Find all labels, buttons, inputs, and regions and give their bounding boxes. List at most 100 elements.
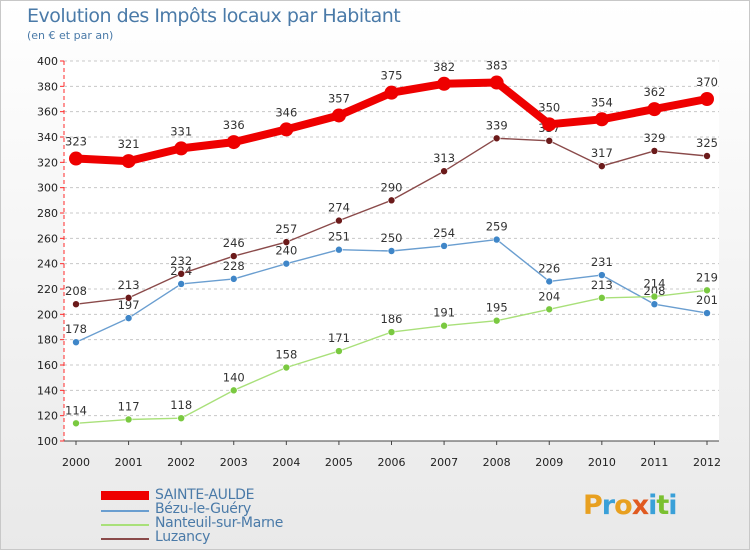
data-label: 259 [486,220,508,234]
data-label: 336 [223,118,245,132]
x-tick-label: 2004 [272,456,300,469]
data-label: 325 [696,136,718,150]
logo-letter: x [631,490,649,521]
y-tick-label: 100 [37,435,58,448]
y-tick-label: 180 [37,334,58,347]
data-point [124,415,133,424]
data-point [598,162,606,170]
data-label: 339 [486,118,508,132]
data-label: 213 [118,278,140,292]
data-point [703,152,711,160]
x-tick-label: 2000 [62,456,90,469]
proxiti-logo: Proxiti [583,490,678,521]
legend-label: Bézu-le-Guéry [155,501,252,517]
logo-letter: i [668,490,677,521]
data-label: 251 [328,230,350,244]
data-point [598,271,606,279]
data-point [440,242,448,250]
y-tick-label: 140 [37,384,58,397]
y-tick-label: 200 [37,308,58,321]
data-label: 140 [223,370,245,384]
data-point [124,314,133,322]
data-label: 197 [118,298,140,312]
data-label: 204 [538,289,560,303]
data-label: 274 [328,201,350,215]
data-label: 382 [433,60,455,74]
data-point [387,328,396,336]
data-label: 354 [591,95,613,109]
data-label: 323 [65,135,87,149]
data-point [650,147,659,155]
data-label: 370 [696,75,718,89]
data-point [492,316,501,325]
y-tick-label: 400 [37,55,58,68]
legend-label: Nanteuil-sur-Marne [155,515,284,531]
data-label: 383 [486,59,508,73]
data-point [542,117,557,132]
data-point [69,151,83,166]
data-label: 171 [328,331,350,345]
data-label: 331 [170,124,192,138]
data-label: 186 [381,312,403,326]
data-point [72,338,80,347]
data-label: 158 [275,348,297,362]
data-point [703,309,711,317]
data-point [226,135,241,150]
y-tick-label: 380 [37,80,58,93]
data-point [177,414,185,423]
y-tick-label: 360 [37,106,58,119]
data-label: 228 [223,259,245,273]
data-point [177,269,185,278]
data-point [229,386,238,395]
data-label: 257 [275,222,297,236]
data-point [177,280,185,288]
logo-letter: r [601,490,615,521]
data-point [279,122,294,137]
data-point [121,154,136,169]
data-point [72,300,80,309]
data-point [440,321,448,330]
data-point [387,247,396,255]
y-tick-label: 280 [37,207,58,220]
data-point [545,305,554,314]
data-point [647,102,662,117]
data-point [282,259,291,268]
data-point [72,419,80,428]
data-label: 375 [381,69,403,83]
data-point [282,238,291,246]
y-tick-label: 240 [37,258,58,271]
y-tick-label: 120 [37,410,58,423]
data-point [335,245,343,254]
logo-letter: i [648,490,657,521]
data-label: 118 [170,398,192,412]
legend-label: SAINTE-AULDE [155,487,255,503]
chart-subtitle: (en € et par an) [27,29,114,42]
data-point [545,137,554,145]
data-point [174,141,189,156]
data-label: 232 [170,254,192,268]
data-label: 195 [486,301,508,315]
data-point [598,294,606,302]
logo-letter: P [583,490,603,521]
data-point [700,92,714,106]
y-tick-label: 260 [37,232,58,245]
legend-swatch [101,510,149,512]
data-label: 313 [433,151,455,165]
x-tick-label: 2010 [588,456,616,469]
data-label: 329 [643,131,665,145]
y-tick-label: 220 [37,283,58,296]
data-label: 201 [696,293,718,307]
x-tick-label: 2002 [167,456,195,469]
data-label: 191 [433,306,455,320]
data-label: 208 [65,284,87,298]
data-point [650,300,659,309]
data-point [492,134,501,143]
data-point [282,363,291,372]
x-tick-label: 2011 [640,456,668,469]
data-point [124,294,133,302]
data-point [229,252,238,260]
data-label: 317 [591,146,613,160]
data-label: 117 [118,399,140,413]
